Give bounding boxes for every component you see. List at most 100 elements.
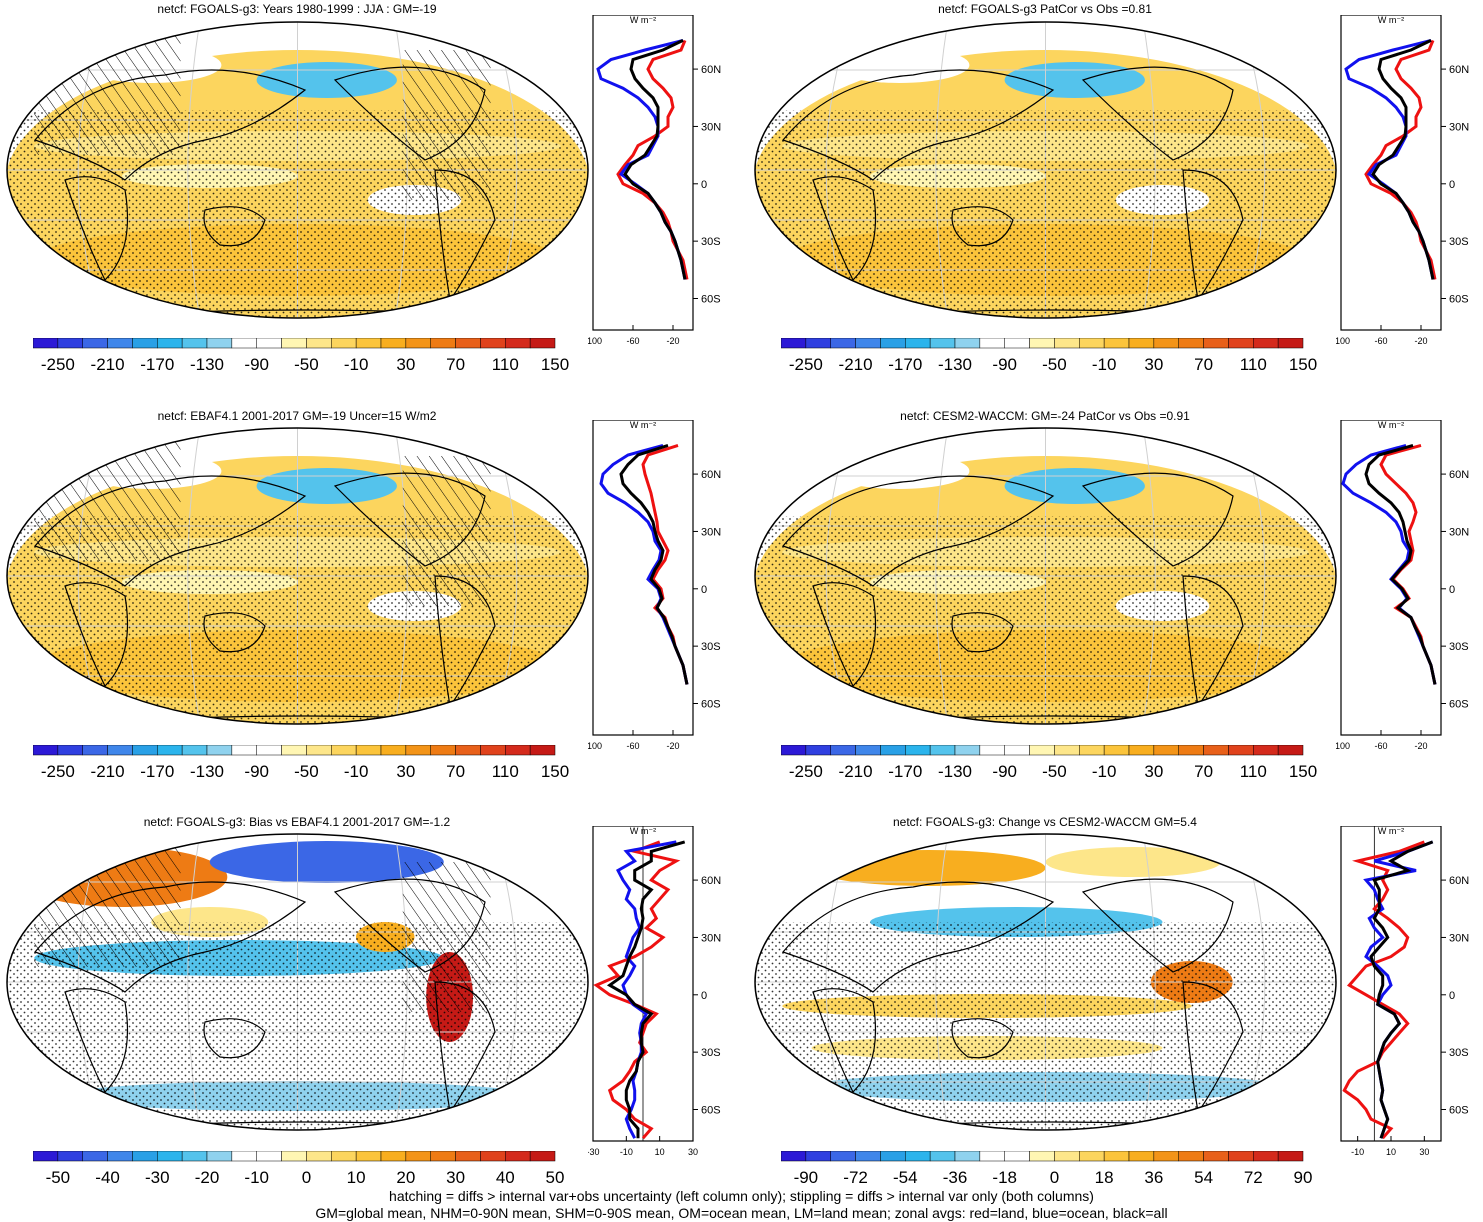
- colorbar-swatch: [1079, 338, 1105, 349]
- zonal-x-tick: -100: [588, 741, 602, 751]
- colorbar-swatch: [157, 745, 183, 756]
- lat-label: 30N: [701, 526, 721, 538]
- map-border: [754, 427, 1337, 725]
- colorbar-swatch: [281, 1151, 307, 1162]
- colorbar-swatch: [206, 338, 233, 349]
- colorbar-label: 150: [541, 762, 569, 781]
- colorbar-label: -130: [938, 762, 972, 781]
- colorbar-swatch: [1079, 1151, 1105, 1162]
- colorbar-swatch: [1277, 1151, 1304, 1162]
- colorbar-swatch: [181, 338, 208, 349]
- lat-label: 30S: [701, 236, 721, 248]
- colorbar-swatch: [1128, 338, 1155, 349]
- colorbar-swatch: [1079, 745, 1105, 756]
- colorbar-swatch: [455, 338, 481, 349]
- colorbar-swatch: [830, 338, 856, 349]
- colorbar-label: 18: [1095, 1168, 1114, 1187]
- lat-label: 30S: [1449, 1047, 1469, 1059]
- colorbar-label: 0: [302, 1168, 311, 1187]
- coastline: [812, 582, 876, 688]
- colorbar-swatch: [954, 1151, 981, 1162]
- map-border: [6, 833, 589, 1131]
- colorbar-label: -90: [244, 762, 269, 781]
- lat-label: 60N: [701, 469, 721, 481]
- colorbar-label: -250: [41, 762, 75, 781]
- colorbar-label: 70: [446, 355, 465, 374]
- colorbar-label: -36: [943, 1168, 968, 1187]
- colorbar-swatch: [107, 1151, 133, 1162]
- coastline: [951, 612, 1014, 653]
- colorbar-label: -72: [843, 1168, 868, 1187]
- zonal-line-land: [641, 443, 689, 685]
- zonal-x-tick: -10: [1351, 1147, 1364, 1157]
- field-patch: [1045, 847, 1221, 877]
- coastline: [812, 988, 876, 1094]
- colorbar-swatch: [1228, 745, 1254, 756]
- colorbar-swatch: [430, 745, 456, 756]
- footer-note-abbreviations: GM=global mean, NHM=0-90N mean, SHM=0-90…: [315, 1205, 1168, 1221]
- zonal-line-ocean: [596, 38, 687, 280]
- lat-label: 30N: [701, 932, 721, 944]
- zonal-frame: [592, 15, 694, 331]
- colorbar-swatch: [33, 1151, 59, 1162]
- colorbar-label: -170: [140, 762, 174, 781]
- world-map: [754, 833, 1337, 1131]
- hatching: [402, 456, 491, 606]
- colorbar-label: 150: [1289, 355, 1317, 374]
- colorbar-swatch: [1178, 338, 1204, 349]
- colorbar-swatch: [430, 338, 456, 349]
- world-map: [6, 427, 589, 725]
- colorbar-label: -10: [344, 355, 369, 374]
- colorbar-label: -10: [244, 1168, 269, 1187]
- colorbar-swatch: [505, 1151, 531, 1162]
- colorbar-label: -30: [145, 1168, 170, 1187]
- colorbar-swatch: [1054, 745, 1080, 756]
- colorbar-swatch: [281, 338, 307, 349]
- colorbar-swatch: [355, 1151, 382, 1162]
- colorbar-swatch: [132, 1151, 158, 1162]
- lat-label: 0: [701, 990, 707, 1002]
- world-map: [754, 21, 1337, 319]
- map-border: [6, 427, 589, 725]
- colorbar-swatch: [181, 745, 208, 756]
- colorbar-label: -210: [91, 762, 125, 781]
- colorbar-swatch: [380, 745, 407, 756]
- colorbar: -250 -210 -170 -130 -90 -50 -10 30 70 110 150: [781, 338, 1317, 374]
- colorbar-swatch: [480, 338, 506, 349]
- colorbar-swatch: [33, 745, 59, 756]
- coastline: [1081, 66, 1234, 161]
- map-border: [6, 21, 589, 319]
- coastline: [1182, 981, 1244, 1114]
- lat-label: 60S: [701, 294, 721, 306]
- coastline: [64, 176, 128, 282]
- colorbar-label: -10: [344, 762, 369, 781]
- colorbar-label: 30: [396, 355, 415, 374]
- colorbar-label: -50: [294, 762, 319, 781]
- lat-label: 30S: [701, 641, 721, 653]
- colorbar-swatch: [855, 745, 881, 756]
- colorbar-swatch: [157, 1151, 183, 1162]
- stippling: [755, 922, 1336, 1130]
- colorbar-label: -130: [190, 355, 224, 374]
- field-patch: [1004, 468, 1145, 504]
- world-map: [6, 833, 589, 1131]
- zonal-x-tick: 10: [655, 1147, 665, 1157]
- colorbar-swatch: [231, 745, 257, 756]
- colorbar-swatch: [1277, 745, 1304, 756]
- colorbar-swatch: [855, 1151, 881, 1162]
- colorbar-swatch: [57, 745, 83, 756]
- lat-label: 60S: [1449, 294, 1469, 306]
- colorbar-label: -50: [46, 1168, 71, 1187]
- coastline: [64, 988, 128, 1094]
- colorbar-swatch: [1253, 745, 1279, 756]
- colorbar-swatch: [529, 745, 556, 756]
- zonal-x-tick: -100: [1336, 741, 1350, 751]
- colorbar-label: -90: [992, 762, 1017, 781]
- colorbar-swatch: [880, 338, 906, 349]
- colorbar-label: -130: [938, 355, 972, 374]
- zonal-line-land: [1379, 443, 1437, 685]
- colorbar-swatch: [231, 1151, 257, 1162]
- unit-label: W m⁻²: [1378, 420, 1404, 430]
- colorbar-swatch: [256, 338, 282, 349]
- colorbar-label: -250: [41, 355, 75, 374]
